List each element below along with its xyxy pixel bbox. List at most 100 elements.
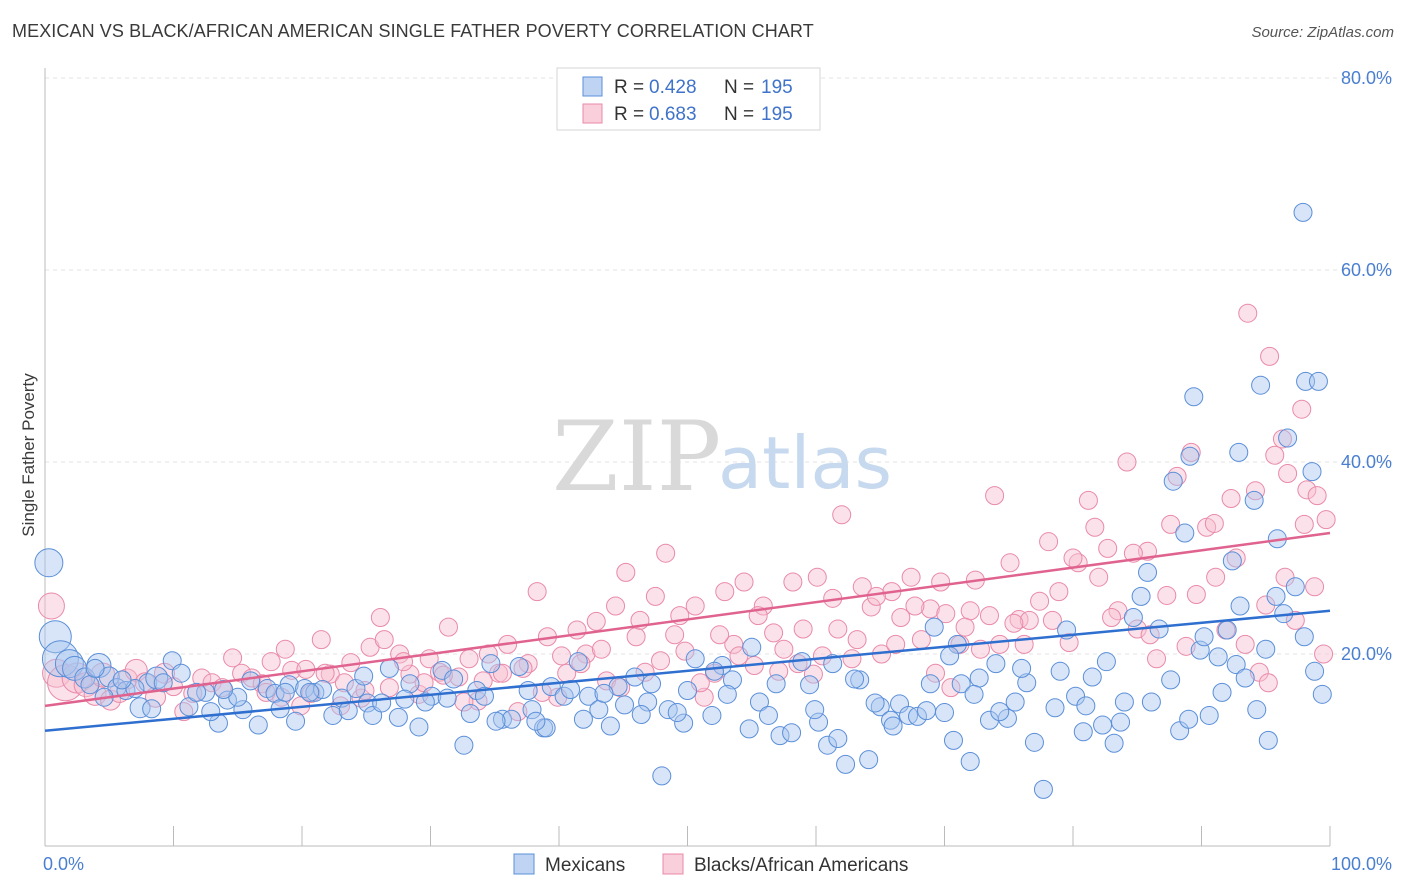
point-mexicans (722, 670, 742, 690)
point-mexicans (990, 702, 1010, 722)
point-blacks (901, 567, 921, 587)
point-mexicans (1278, 428, 1298, 448)
point-mexicans (501, 709, 521, 729)
point-blacks (586, 611, 606, 631)
point-mexicans (951, 674, 971, 694)
point-mexicans (98, 666, 120, 688)
point-blacks (100, 689, 122, 711)
point-blacks (1307, 486, 1327, 506)
point-mexicans (1266, 586, 1286, 606)
point-mexicans (908, 706, 928, 726)
point-mexicans (142, 699, 162, 719)
point-blacks (710, 625, 730, 645)
point-blacks (261, 652, 281, 672)
point-mexicans (1179, 709, 1199, 729)
legend-n-label-mexicans: N = (724, 77, 754, 98)
point-blacks (1206, 567, 1226, 587)
point-mexicans (766, 674, 786, 694)
point-mexicans (338, 701, 358, 721)
point-mexicans (214, 680, 234, 700)
point-mexicans (1308, 371, 1328, 391)
point-mexicans (201, 702, 221, 722)
point-mexicans (828, 728, 848, 748)
point-mexicans (964, 684, 984, 704)
point-mexicans (286, 711, 306, 731)
point-mexicans (38, 620, 72, 654)
point-blacks (1275, 567, 1295, 587)
point-mexicans (685, 649, 705, 669)
point-mexicans (589, 700, 609, 720)
point-mexicans (917, 701, 937, 721)
point-blacks (311, 630, 331, 650)
bottom-legend-swatch-mexicans (513, 853, 535, 875)
point-blacks (1161, 514, 1181, 534)
point-blacks (1316, 510, 1336, 530)
point-mexicans (1256, 639, 1276, 659)
point-blacks (905, 596, 925, 616)
point-mexicans (112, 670, 132, 690)
point-mexicans (809, 712, 829, 732)
grid-lines (45, 77, 1392, 655)
legend-r-label-mexicans: R = (614, 77, 644, 98)
point-mexicans (638, 692, 658, 712)
point-mexicans (1111, 712, 1131, 732)
point-blacks (828, 619, 848, 639)
point-mexicans (275, 682, 295, 702)
point-mexicans (486, 711, 506, 731)
series-legend: Mexicans Blacks/African Americans (513, 853, 908, 876)
point-mexicans (187, 682, 207, 702)
point-mexicans (1093, 715, 1113, 735)
point-mexicans (1066, 686, 1086, 706)
point-mexicans (717, 684, 737, 704)
legend-r-label-blacks: R = (614, 104, 644, 125)
point-blacks (374, 630, 394, 650)
point-mexicans (850, 670, 870, 690)
point-mexicans (509, 656, 529, 676)
point-mexicans (667, 703, 687, 723)
mexicans-points (34, 202, 1332, 799)
point-blacks (591, 639, 611, 659)
point-mexicans (568, 652, 588, 672)
point-blacks (1272, 429, 1292, 449)
point-blacks (1042, 610, 1062, 630)
point-blacks (1049, 582, 1069, 602)
point-blacks (783, 572, 803, 592)
point-blacks (223, 648, 243, 668)
point-mexicans (305, 682, 325, 702)
watermark-zip: ZIP (552, 401, 721, 513)
point-blacks (275, 639, 295, 659)
point-mexicans (986, 654, 1006, 674)
point-mexicans (1050, 661, 1070, 681)
correlation-legend: R = 0.428 N = 195 R = 0.683 N = 195 (556, 67, 821, 131)
watermark-atlas: atlas (718, 421, 892, 505)
point-mexicans (1076, 696, 1096, 716)
point-mexicans (454, 735, 474, 755)
point-mexicans (960, 752, 980, 772)
point-blacks (774, 639, 794, 659)
point-mexicans (579, 686, 599, 706)
point-blacks (1297, 480, 1317, 500)
point-blacks (527, 582, 547, 602)
point-blacks (1004, 613, 1024, 633)
point-mexicans (859, 750, 879, 770)
trend-line-blacks (44, 531, 1331, 708)
point-blacks (985, 486, 1005, 506)
point-mexicans (883, 716, 903, 736)
point-mexicans (85, 658, 105, 678)
legend-r-value-mexicans: 0.428 (649, 77, 697, 98)
point-mexicans (573, 709, 593, 729)
trend-line-mexicans (44, 609, 1331, 733)
point-blacks (645, 586, 665, 606)
point-mexicans (920, 674, 940, 694)
point-blacks (576, 644, 596, 664)
point-mexicans (969, 668, 989, 688)
legend-swatch-blacks (582, 103, 603, 124)
point-blacks (1098, 538, 1118, 558)
point-mexicans (1045, 698, 1065, 718)
point-mexicans (474, 686, 494, 706)
point-blacks (1085, 517, 1105, 537)
point-blacks (1030, 591, 1050, 611)
axes (44, 68, 1331, 847)
point-mexicans (940, 646, 960, 666)
